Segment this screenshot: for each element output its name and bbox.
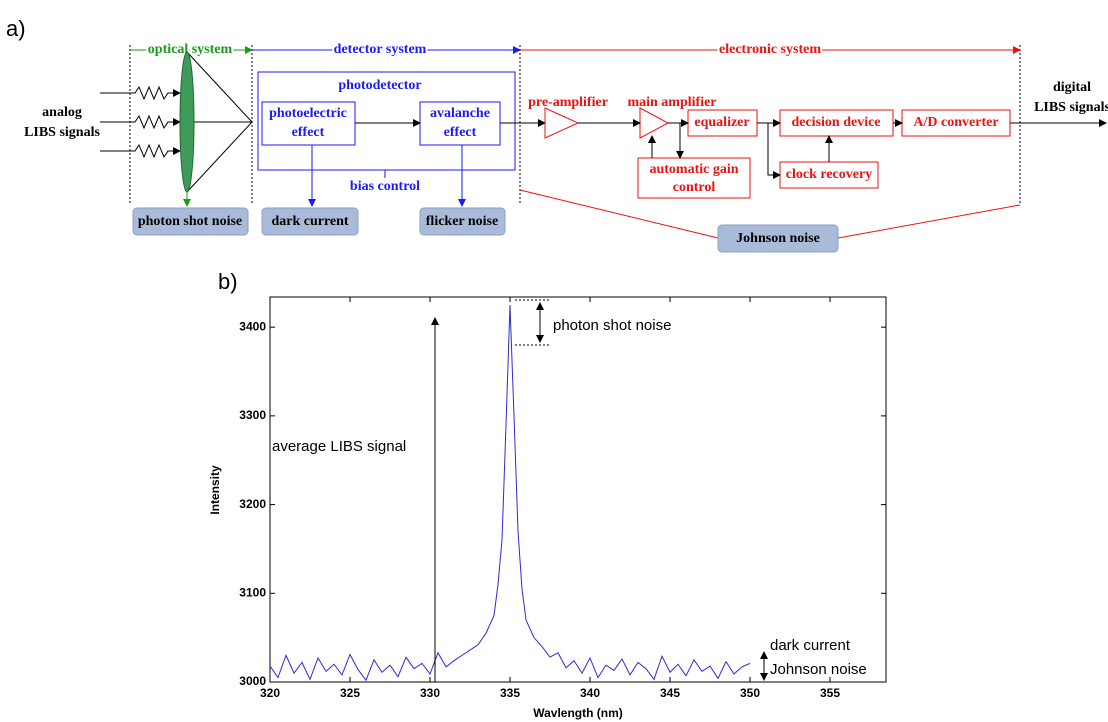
diagram: a) optical system detector system electr… — [6, 16, 1108, 253]
noise-label: Johnson noise — [736, 231, 820, 246]
block-label: clock recovery — [786, 167, 872, 182]
annotation: Johnson noise — [770, 661, 867, 678]
x-axis-label: Wavlength (nm) — [533, 706, 623, 720]
y-tick-label: 3000 — [239, 674, 266, 688]
annotation: average LIBS signal — [272, 438, 406, 455]
x-tick-label: 345 — [660, 686, 680, 700]
noise-label: flicker noise — [426, 214, 498, 229]
lens — [179, 51, 195, 193]
section-label: optical system — [148, 42, 233, 57]
input-label: analog — [42, 105, 82, 120]
noise-box — [717, 224, 839, 253]
block-label: A/D converter — [913, 115, 998, 130]
noise-box — [261, 207, 359, 236]
x-tick-label: 350 — [740, 686, 760, 700]
block-label: avalanche — [430, 106, 490, 121]
y-tick-label: 3100 — [239, 585, 266, 599]
output-label: digital — [1053, 80, 1091, 95]
annotation: dark current — [770, 637, 851, 654]
block-label: decision device — [791, 115, 880, 130]
spectrum-line — [269, 304, 751, 682]
panel-label: a) — [6, 16, 26, 41]
y-tick-label: 3400 — [239, 319, 266, 333]
noise-box — [132, 207, 249, 236]
section-label: electronic system — [719, 42, 821, 57]
panel-label: b) — [218, 269, 238, 294]
block-label: automatic gain — [649, 162, 738, 177]
x-tick-label: 320 — [260, 686, 280, 700]
block-label: main amplifier — [627, 95, 716, 110]
block-label: pre-amplifier — [528, 95, 608, 110]
plot-frame — [269, 296, 887, 683]
noise-label: photon shot noise — [138, 214, 242, 229]
section-label: detector system — [334, 42, 427, 57]
x-tick-label: 330 — [420, 686, 440, 700]
noise-label: dark current — [271, 214, 348, 229]
block-label: effect — [444, 125, 477, 140]
block-label: effect — [292, 125, 325, 140]
photodetector-box — [257, 71, 516, 171]
signal-arrows — [578, 119, 1107, 179]
input-signals — [100, 51, 253, 193]
x-tick-label: 325 — [340, 686, 360, 700]
dividers — [129, 45, 1021, 205]
annotation-arrow — [515, 299, 768, 681]
block-label: photodetector — [338, 78, 421, 93]
block-label: bias control — [350, 179, 420, 194]
x-tick-label: 340 — [580, 686, 600, 700]
block-label: photoelectric — [269, 106, 347, 121]
output-label: LIBS signals — [1034, 100, 1108, 115]
block-label: control — [673, 180, 716, 195]
input-label: LIBS signals — [24, 125, 100, 140]
x-tick-label: 335 — [500, 686, 520, 700]
annotation: photon shot noise — [553, 317, 671, 334]
noise-box — [419, 207, 506, 236]
chart: 3400 3300 3200 3100 3000 355 350 345 340 335 330 32… — [208, 269, 887, 720]
y-tick-label: 3300 — [239, 408, 266, 422]
y-axis-label: Intensity — [208, 465, 222, 515]
x-tick-label: 355 — [820, 686, 840, 700]
y-tick-label: 3200 — [239, 497, 266, 511]
block-label: equalizer — [694, 115, 749, 130]
